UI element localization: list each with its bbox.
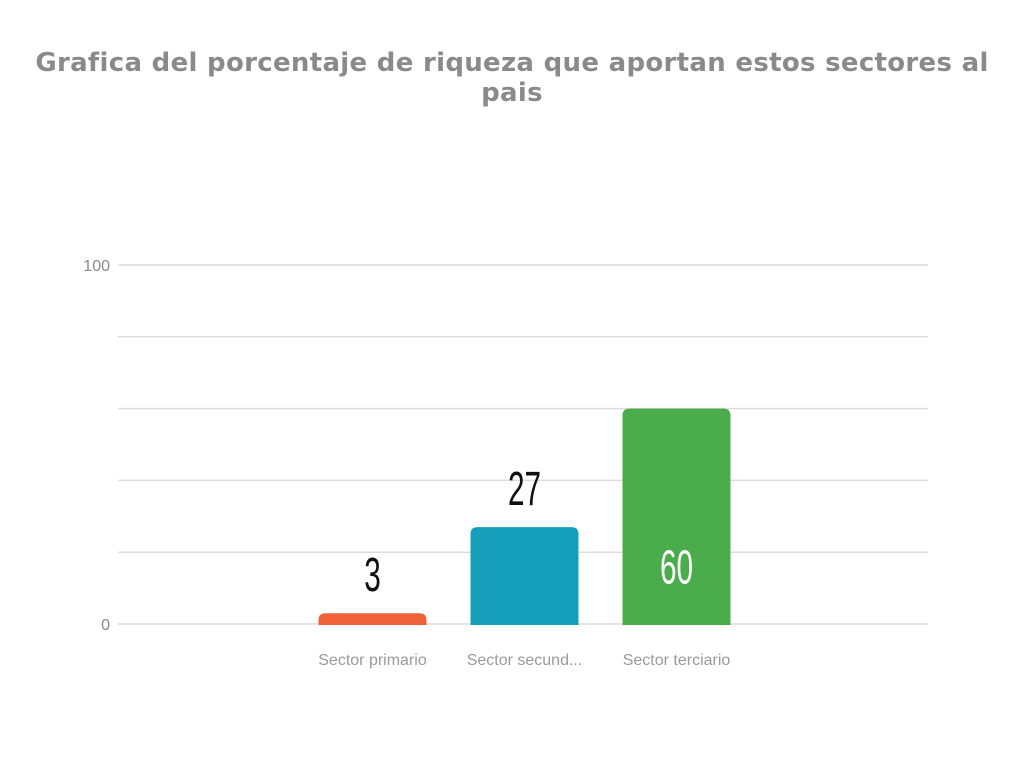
y-tick-label: 0 (101, 617, 110, 634)
data-labels: 3 27 60 (364, 463, 693, 602)
category-label: Sector terciario (623, 652, 731, 669)
y-axis-ticks: 0 100 (83, 258, 110, 634)
bars (318, 408, 731, 625)
data-label: 3 (364, 549, 381, 602)
y-tick-label: 100 (83, 258, 110, 275)
category-label: Sector secund... (467, 652, 583, 669)
x-axis-categories: Sector primario Sector secund... Sector te… (318, 652, 730, 669)
data-label: 27 (508, 463, 541, 516)
bar-2 (470, 527, 579, 625)
bar-3 (622, 408, 731, 625)
bar-1 (318, 613, 427, 625)
category-label: Sector primario (318, 652, 427, 669)
chart-title: Grafica del porcentaje de riqueza que ap… (35, 48, 989, 108)
data-label: 60 (660, 542, 693, 595)
